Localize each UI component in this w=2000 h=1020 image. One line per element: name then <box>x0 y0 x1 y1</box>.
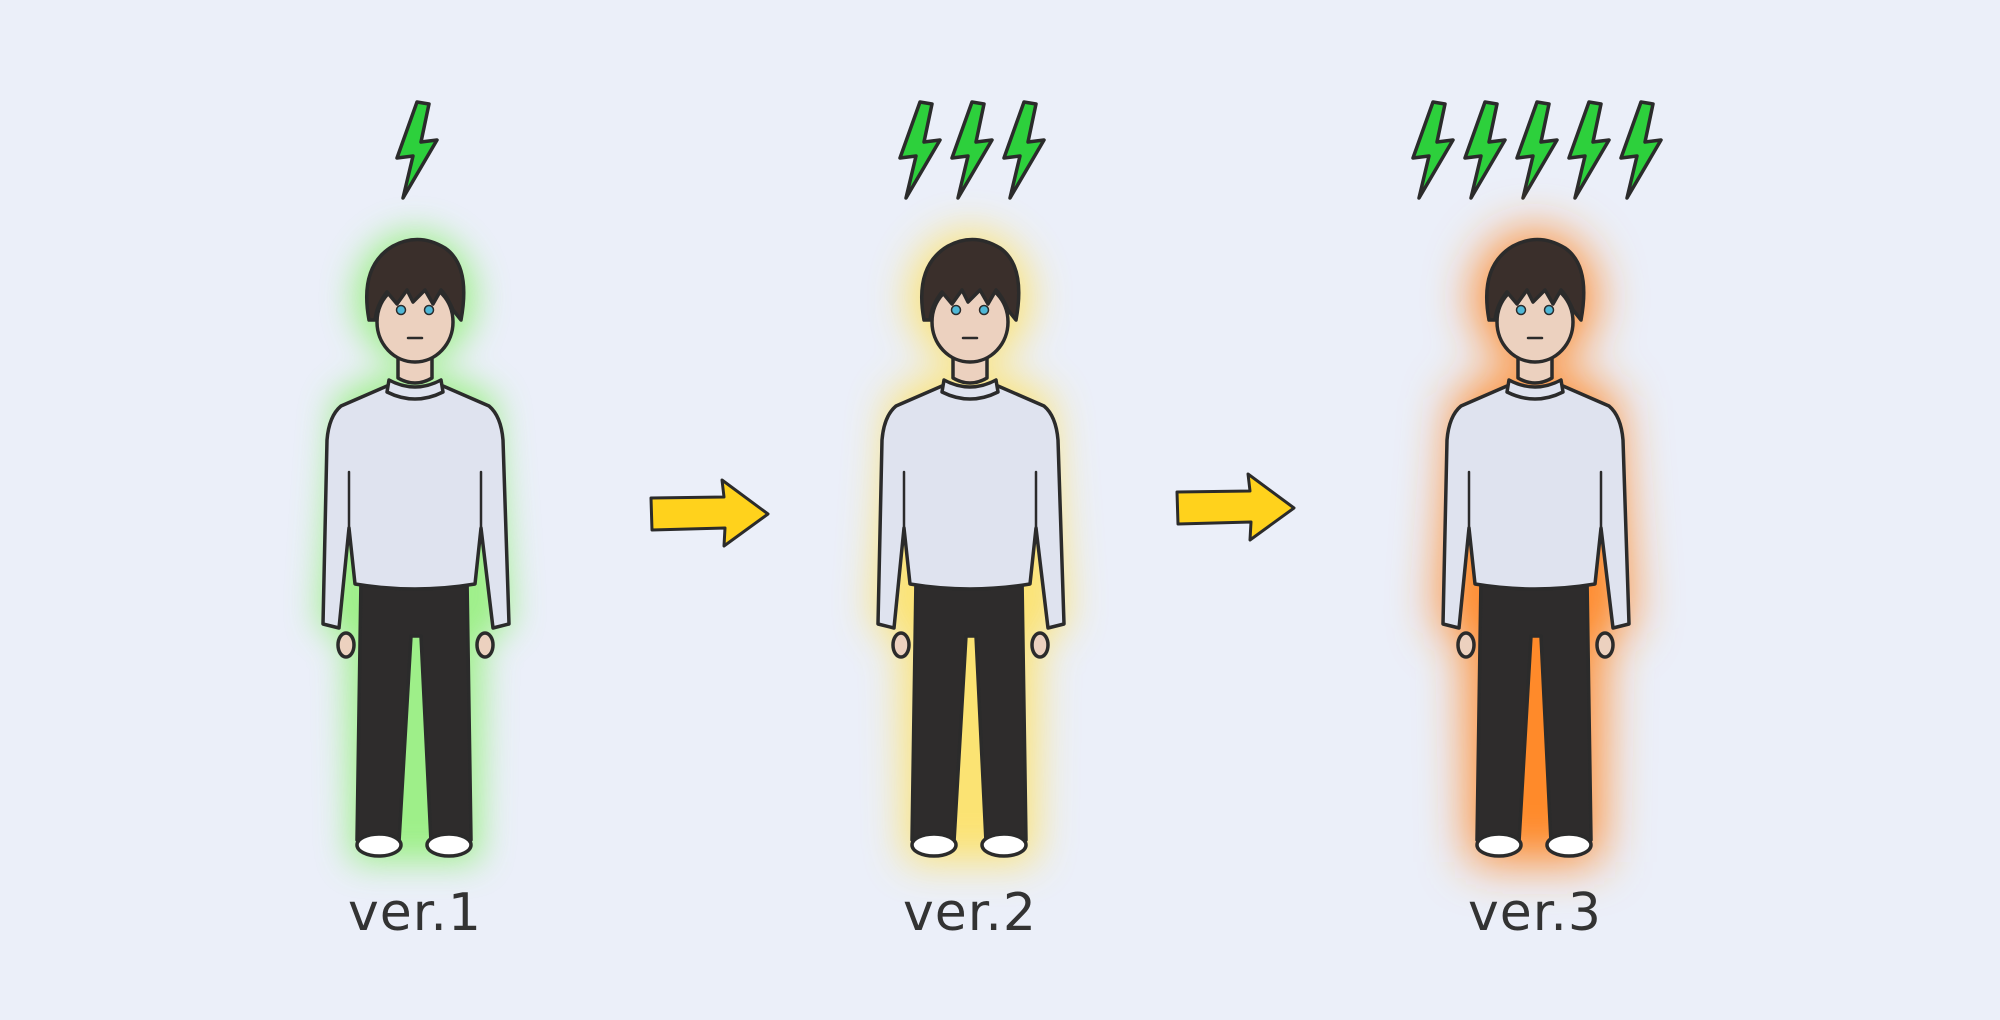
lightning-bolt-icon <box>395 100 439 200</box>
bolt-group-3 <box>1411 100 1663 200</box>
lightning-bolt-icon <box>950 100 994 200</box>
face-features <box>950 304 990 340</box>
face-features <box>395 304 435 340</box>
right-arrow-icon <box>649 478 770 548</box>
bolt-group-1 <box>395 100 439 200</box>
stage-ver-1: ver.1 <box>265 0 565 1020</box>
stage-label-ver-2: ver.2 <box>903 883 1037 943</box>
lightning-bolt-icon <box>1411 100 1455 200</box>
person-body <box>876 237 1066 858</box>
stage-ver-2: ver.2 <box>820 0 1120 1020</box>
lightning-bolt-icon <box>1463 100 1507 200</box>
lightning-bolt-icon <box>1619 100 1663 200</box>
lightning-bolt-icon <box>1567 100 1611 200</box>
face-features <box>1515 304 1555 340</box>
lightning-bolt-icon <box>1515 100 1559 200</box>
bolt-group-2 <box>898 100 1046 200</box>
person-figure-3 <box>1439 232 1631 862</box>
right-arrow-icon <box>1175 472 1296 542</box>
person-figure-1 <box>319 232 511 862</box>
person-body <box>1441 237 1631 858</box>
person-body <box>321 237 511 858</box>
lightning-bolt-icon <box>1002 100 1046 200</box>
stage-label-ver-1: ver.1 <box>348 883 482 943</box>
lightning-bolt-icon <box>898 100 942 200</box>
stage-ver-3: ver.3 <box>1385 0 1685 1020</box>
stage-label-ver-3: ver.3 <box>1468 883 1602 943</box>
person-figure-2 <box>874 232 1066 862</box>
